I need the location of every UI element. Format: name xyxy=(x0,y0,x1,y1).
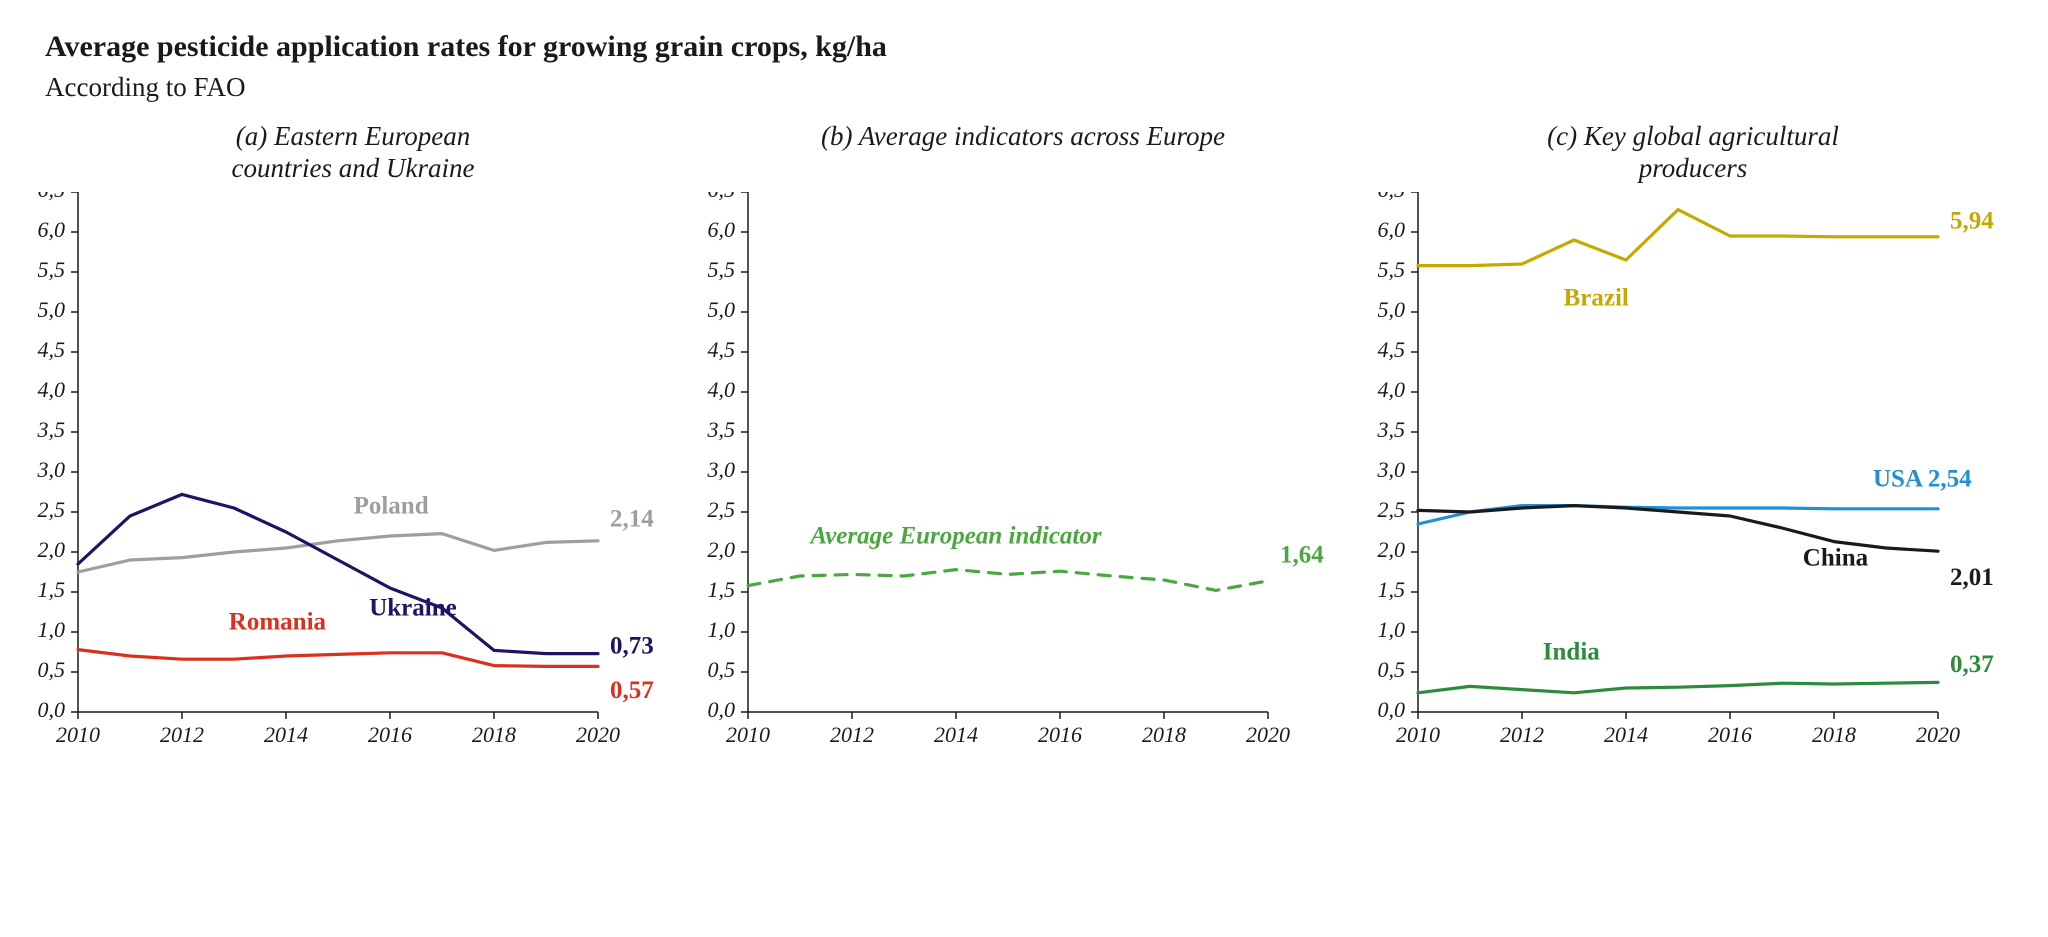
svg-text:2016: 2016 xyxy=(368,722,412,747)
chart-svg-c: 0,0 0,5 1,0 1,5 2,0 2,5 3,0 3,5 4,0 4,5 5,0 5,5 6,0 6… xyxy=(1358,192,2028,772)
series-label: China xyxy=(1803,545,1869,572)
svg-text:6,0: 6,0 xyxy=(38,217,66,242)
svg-text:1,0: 1,0 xyxy=(38,617,66,642)
svg-text:4,0: 4,0 xyxy=(38,377,66,402)
svg-text:3,0: 3,0 xyxy=(37,457,66,482)
svg-text:0,0: 0,0 xyxy=(38,697,66,722)
series-end-value: 5,94 xyxy=(1950,208,1994,235)
svg-text:6,0: 6,0 xyxy=(708,217,736,242)
page: Average pesticide application rates for … xyxy=(0,0,2048,937)
svg-text:6,5: 6,5 xyxy=(708,192,736,202)
svg-text:2018: 2018 xyxy=(1142,722,1186,747)
svg-text:5,5: 5,5 xyxy=(1378,257,1406,282)
plot-area-c: 0,0 0,5 1,0 1,5 2,0 2,5 3,0 3,5 4,0 4,5 5,0 5,5 6,0 6… xyxy=(1358,192,2028,800)
svg-text:4,0: 4,0 xyxy=(708,377,736,402)
page-title: Average pesticide application rates for … xyxy=(45,30,887,64)
svg-text:2014: 2014 xyxy=(934,722,978,747)
svg-text:2018: 2018 xyxy=(472,722,516,747)
svg-text:4,5: 4,5 xyxy=(1378,337,1406,362)
series-end-value: 0,73 xyxy=(610,632,654,659)
svg-text:2,5: 2,5 xyxy=(1378,497,1406,522)
panel-title-b: (b) Average indicators across Europe xyxy=(688,120,1358,152)
panels-row: (a) Eastern European countries and Ukrai… xyxy=(18,120,2028,800)
svg-text:1,0: 1,0 xyxy=(708,617,736,642)
series-line xyxy=(748,570,1268,591)
svg-text:3,5: 3,5 xyxy=(37,417,66,442)
svg-text:4,5: 4,5 xyxy=(38,337,66,362)
series-line xyxy=(1418,506,1938,524)
svg-text:2014: 2014 xyxy=(264,722,308,747)
series-label: Romania xyxy=(229,609,327,636)
svg-text:5,0: 5,0 xyxy=(38,297,66,322)
svg-text:1,0: 1,0 xyxy=(1378,617,1406,642)
svg-text:3,5: 3,5 xyxy=(707,417,736,442)
svg-text:2012: 2012 xyxy=(160,722,204,747)
svg-text:0,5: 0,5 xyxy=(38,657,66,682)
svg-text:0,0: 0,0 xyxy=(1378,697,1406,722)
series-label: Ukraine xyxy=(369,594,457,621)
series-label: Brazil xyxy=(1564,285,1629,312)
series-line xyxy=(78,534,598,572)
series-end-value: 0,37 xyxy=(1950,651,1994,678)
series-label: India xyxy=(1543,638,1600,665)
svg-text:1,5: 1,5 xyxy=(1378,577,1406,602)
chart-panel-c: (c) Key global agricultural producers 0,0… xyxy=(1358,120,2028,800)
svg-text:2,5: 2,5 xyxy=(38,497,66,522)
svg-text:2020: 2020 xyxy=(1246,722,1290,747)
chart-panel-a: (a) Eastern European countries and Ukrai… xyxy=(18,120,688,800)
svg-text:2020: 2020 xyxy=(1916,722,1960,747)
series-label: Average European indicator xyxy=(808,522,1101,549)
svg-text:5,0: 5,0 xyxy=(708,297,736,322)
svg-text:2012: 2012 xyxy=(1500,722,1544,747)
svg-text:6,0: 6,0 xyxy=(1378,217,1406,242)
svg-text:6,5: 6,5 xyxy=(38,192,66,202)
series-line xyxy=(1418,210,1938,266)
svg-text:2,0: 2,0 xyxy=(38,537,66,562)
series-line xyxy=(78,494,598,653)
page-subtitle: According to FAO xyxy=(45,72,887,103)
title-block: Average pesticide application rates for … xyxy=(45,30,887,103)
svg-text:0,5: 0,5 xyxy=(1378,657,1406,682)
series-line xyxy=(1418,682,1938,692)
series-end-value: 2,01 xyxy=(1950,564,1994,591)
series-end-value: 0,57 xyxy=(610,677,654,704)
svg-text:2014: 2014 xyxy=(1604,722,1648,747)
svg-text:5,5: 5,5 xyxy=(38,257,66,282)
panel-title-c: (c) Key global agricultural producers xyxy=(1358,120,2028,185)
svg-text:4,5: 4,5 xyxy=(708,337,736,362)
chart-panel-b: (b) Average indicators across Europe0,00… xyxy=(688,120,1358,800)
svg-text:1,5: 1,5 xyxy=(38,577,66,602)
plot-area-a: 0,0 0,5 1,0 1,5 2,0 2,5 3,0 3,5 4,0 4,5 5,0 5,5 6,0 6… xyxy=(18,192,688,800)
svg-text:4,0: 4,0 xyxy=(1378,377,1406,402)
svg-text:1,5: 1,5 xyxy=(708,577,736,602)
chart-svg-b: 0,0 0,5 1,0 1,5 2,0 2,5 3,0 3,5 4,0 4,5 5,0 5,5 6,0 6… xyxy=(688,192,1358,772)
svg-text:3,0: 3,0 xyxy=(1377,457,1406,482)
series-end-value: 1,64 xyxy=(1280,542,1324,569)
svg-text:2010: 2010 xyxy=(56,722,100,747)
svg-text:5,5: 5,5 xyxy=(708,257,736,282)
svg-text:0,5: 0,5 xyxy=(708,657,736,682)
svg-text:6,5: 6,5 xyxy=(1378,192,1406,202)
svg-text:2,0: 2,0 xyxy=(708,537,736,562)
svg-text:2010: 2010 xyxy=(726,722,770,747)
chart-svg-a: 0,0 0,5 1,0 1,5 2,0 2,5 3,0 3,5 4,0 4,5 5,0 5,5 6,0 6… xyxy=(18,192,688,772)
svg-text:2018: 2018 xyxy=(1812,722,1856,747)
svg-text:2012: 2012 xyxy=(830,722,874,747)
svg-text:3,0: 3,0 xyxy=(707,457,736,482)
series-end-value: USA 2,54 xyxy=(1873,466,1972,493)
svg-text:2016: 2016 xyxy=(1708,722,1752,747)
svg-text:2010: 2010 xyxy=(1396,722,1440,747)
svg-text:0,0: 0,0 xyxy=(708,697,736,722)
svg-text:5,0: 5,0 xyxy=(1378,297,1406,322)
series-label: Poland xyxy=(354,493,429,520)
series-end-value: 2,14 xyxy=(610,506,654,533)
svg-text:2016: 2016 xyxy=(1038,722,1082,747)
panel-title-a: (a) Eastern European countries and Ukrai… xyxy=(18,120,688,185)
svg-text:2,5: 2,5 xyxy=(708,497,736,522)
svg-text:3,5: 3,5 xyxy=(1377,417,1406,442)
plot-area-b: 0,0 0,5 1,0 1,5 2,0 2,5 3,0 3,5 4,0 4,5 5,0 5,5 6,0 6… xyxy=(688,192,1358,800)
svg-text:2,0: 2,0 xyxy=(1378,537,1406,562)
svg-text:2020: 2020 xyxy=(576,722,620,747)
